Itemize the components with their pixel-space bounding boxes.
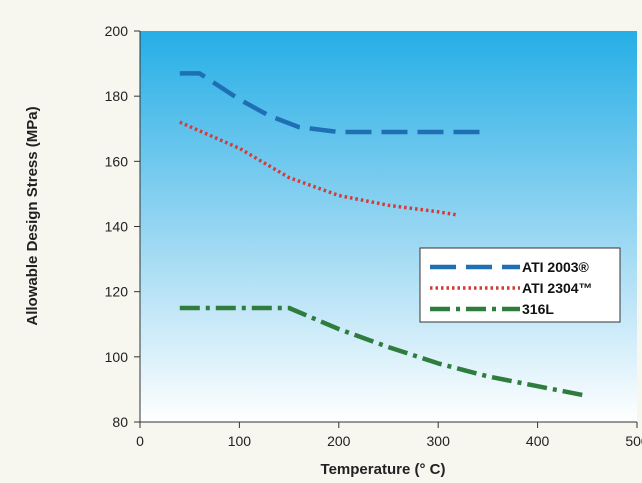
x-tick-label: 500 xyxy=(625,433,642,449)
x-tick-label: 200 xyxy=(327,433,351,449)
y-tick-label: 80 xyxy=(112,414,128,430)
legend-label: ATI 2003® xyxy=(522,259,590,275)
series-line-1 xyxy=(179,71,488,135)
x-tick-label: 400 xyxy=(526,433,550,449)
legend-label: 316L xyxy=(522,301,554,317)
y-tick-label: 100 xyxy=(105,349,129,365)
legend: ATI 2003® ATI 2304™ 316L xyxy=(419,247,621,323)
y-tick-label: 200 xyxy=(105,23,129,39)
x-ticks: 0 100 200 300 400 500 xyxy=(136,422,642,449)
series-lines xyxy=(179,71,588,399)
y-tick-label: 140 xyxy=(105,219,129,235)
series-line-3 xyxy=(179,305,588,399)
x-axis-title: Temperature (° C) xyxy=(321,461,446,478)
y-tick-label: 160 xyxy=(105,153,129,169)
y-axis-title: Allowable Design Stress (MPa) xyxy=(24,106,41,325)
series-line-2 xyxy=(179,120,459,217)
x-tick-label: 300 xyxy=(427,433,451,449)
y-tick-label: 120 xyxy=(105,284,129,300)
y-ticks: 80 100 120 140 160 180 200 xyxy=(105,23,140,430)
plot-area xyxy=(140,31,637,422)
x-tick-label: 100 xyxy=(228,433,252,449)
legend-label: ATI 2304™ xyxy=(522,280,593,296)
y-tick-label: 180 xyxy=(105,88,129,104)
x-tick-label: 0 xyxy=(136,433,144,449)
